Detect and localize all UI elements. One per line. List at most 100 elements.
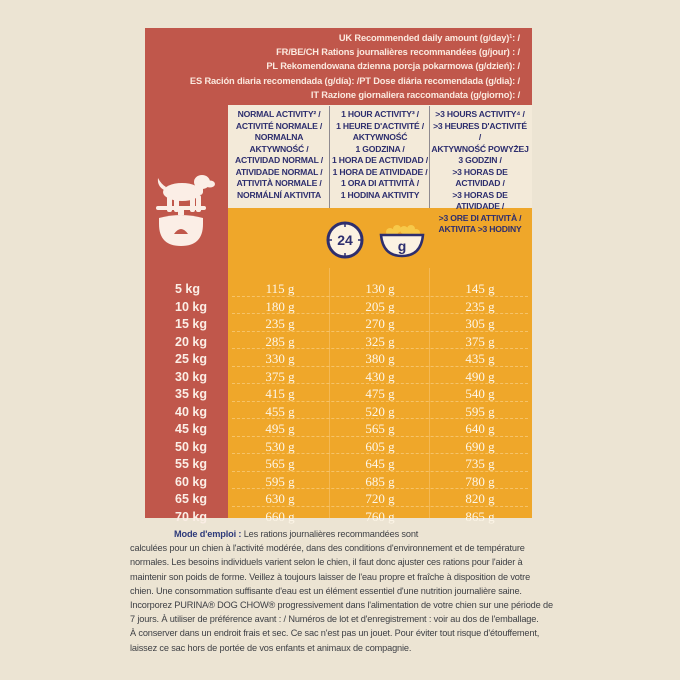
- amounts-block: [228, 208, 532, 518]
- amount-cell-one-hour: 475 g: [365, 386, 395, 401]
- amount-cell-normal: 630 g: [265, 491, 295, 506]
- amount-cell-normal: 235 g: [265, 316, 295, 331]
- header-line-es-pt: ES Ración diaria recomendada (g/día): /P…: [189, 75, 520, 86]
- row-divider: [232, 453, 528, 454]
- amount-cell-one-hour: 720 g: [365, 491, 395, 506]
- amount-cell-one-hour: 205 g: [365, 298, 395, 314]
- row-divider: [232, 418, 528, 419]
- mode-emploi-line: À conserver dans un endroit frais et sec…: [130, 628, 540, 639]
- amount-cell-one-hour: 270 g: [365, 316, 395, 331]
- mode-emploi-first-line: Mode d'emploi : Les rations journalières…: [174, 529, 419, 539]
- dog-icon: [157, 175, 215, 212]
- amount-cell-three-hours: 145 g: [465, 281, 495, 296]
- amount-cell-one-hour: 130 g: [365, 281, 395, 296]
- weight-cell: 30 kg: [175, 369, 207, 384]
- feeding-guide-panel: UK Recommended daily amount (g/day)¹: / …: [145, 28, 532, 524]
- amount-cell-normal: 180 g: [265, 298, 295, 314]
- amount-cell-normal: 330 g: [265, 351, 295, 366]
- row-divider: [232, 488, 528, 489]
- amount-cell-three-hours: 780 g: [465, 473, 495, 489]
- amount-cell-normal: 285 g: [265, 333, 295, 349]
- header-line-pl: PL Rekomendowana dzienna porcja pokarmow…: [266, 61, 520, 72]
- activity-normal-label: NORMAL ACTIVITY² / ACTIVITÉ NORMALE / NOR…: [235, 109, 323, 200]
- row-divider: [232, 295, 528, 297]
- mode-emploi-line: chien. Une consommation suffisante d'eau…: [130, 585, 522, 596]
- row-divider: [232, 365, 528, 367]
- clock-24-icon: 24: [326, 221, 364, 259]
- amount-cell-three-hours: 865 g: [465, 508, 495, 524]
- amount-cell-three-hours: 640 g: [465, 421, 495, 436]
- mode-emploi-line: 7 jours. À utiliser de préférence avant …: [130, 614, 539, 625]
- header-line-fr: FR/BE/CH Rations journalières recommandé…: [276, 47, 520, 58]
- mode-emploi-line: maintenir son poids de forme. Veillez à …: [130, 571, 531, 582]
- weight-cell: 50 kg: [175, 439, 207, 454]
- column-divider: [329, 268, 330, 518]
- amount-cell-three-hours: 435 g: [465, 351, 495, 366]
- amount-cell-one-hour: 430 g: [365, 368, 395, 384]
- row-divider: [232, 400, 528, 402]
- amount-cell-one-hour: 565 g: [365, 421, 395, 436]
- amount-cell-three-hours: 595 g: [465, 403, 495, 419]
- amount-cell-normal: 415 g: [265, 386, 295, 401]
- row-divider: [232, 470, 528, 472]
- amount-cell-normal: 375 g: [265, 368, 295, 384]
- amount-cell-one-hour: 380 g: [365, 351, 395, 366]
- amount-cell-three-hours: 735 g: [465, 456, 495, 471]
- weight-cell: 20 kg: [175, 334, 207, 349]
- weight-cell: 65 kg: [175, 492, 207, 506]
- row-divider: [232, 435, 528, 437]
- amount-cell-one-hour: 520 g: [365, 403, 395, 419]
- amount-cell-normal: 495 g: [265, 421, 295, 436]
- column-divider: [329, 106, 330, 208]
- amount-cell-three-hours: 690 g: [465, 438, 495, 454]
- amount-cell-one-hour: 645 g: [365, 456, 395, 471]
- amount-cell-normal: 595 g: [265, 473, 295, 489]
- weight-cell: 15 kg: [175, 317, 207, 331]
- amount-cell-three-hours: 540 g: [465, 386, 495, 401]
- row-divider: [232, 330, 528, 332]
- amount-cell-three-hours: 490 g: [465, 368, 495, 384]
- amount-cell-one-hour: 685 g: [365, 473, 395, 489]
- weight-cell: 45 kg: [175, 422, 207, 436]
- amount-cell-one-hour: 605 g: [365, 438, 395, 454]
- clock-label: 24: [337, 232, 353, 248]
- weight-cell: 55 kg: [175, 457, 207, 471]
- row-divider: [232, 313, 528, 314]
- food-bowl-icon: g: [379, 225, 425, 258]
- amount-cell-one-hour: 760 g: [365, 508, 395, 524]
- column-divider: [429, 268, 430, 518]
- amount-cell-normal: 565 g: [265, 456, 295, 471]
- mode-emploi-line: calculées pour un chien à l'activité mod…: [130, 543, 525, 554]
- amount-cell-one-hour: 325 g: [365, 333, 395, 349]
- activity-three-hours-label: >3 HOURS ACTIVITY⁴ / >3 HEURES D'ACTIVITÉ…: [431, 109, 529, 234]
- scale-icon: [156, 206, 206, 246]
- mode-emploi-line: laissez ce sac hors de portée de vos enf…: [130, 642, 412, 653]
- header-line-it: IT Razione giornaliera raccomandata (g/g…: [310, 89, 520, 100]
- amount-cell-normal: 530 g: [265, 438, 295, 454]
- row-divider: [232, 505, 528, 507]
- weight-cell: 5 kg: [175, 282, 201, 296]
- amount-cell-three-hours: 305 g: [465, 316, 495, 331]
- weight-cell: 40 kg: [175, 404, 207, 419]
- feeding-header: UK Recommended daily amount (g/day)¹: / …: [150, 31, 520, 102]
- amount-cell-normal: 660 g: [265, 508, 295, 524]
- bowl-label: g: [398, 238, 407, 254]
- mode-emploi-title: Mode d'emploi :: [174, 529, 242, 539]
- amount-cell-three-hours: 375 g: [465, 333, 495, 349]
- column-divider: [429, 106, 430, 208]
- amount-cell-normal: 115 g: [265, 281, 295, 296]
- activity-one-hour-label: 1 HOUR ACTIVITY³ /1 HEURE D'ACTIVITÉ / A…: [332, 109, 428, 200]
- mode-emploi: Mode d'emploi : Les rations journalières…: [130, 527, 564, 655]
- amount-cell-normal: 455 g: [265, 403, 295, 419]
- amount-cell-three-hours: 820 g: [465, 491, 495, 506]
- weight-cell: 35 kg: [175, 387, 207, 401]
- activity-header-block: [228, 105, 532, 208]
- row-divider: [232, 383, 528, 384]
- row-divider: [232, 348, 528, 349]
- mode-emploi-line: normales. Les besoins individuels varien…: [130, 557, 523, 568]
- weight-cell: 60 kg: [175, 474, 207, 489]
- weight-cell: 25 kg: [175, 352, 207, 366]
- weight-cell: 10 kg: [175, 299, 207, 314]
- weight-cell: 70 kg: [175, 509, 207, 524]
- header-line-uk: UK Recommended daily amount (g/day)¹: /: [338, 33, 520, 43]
